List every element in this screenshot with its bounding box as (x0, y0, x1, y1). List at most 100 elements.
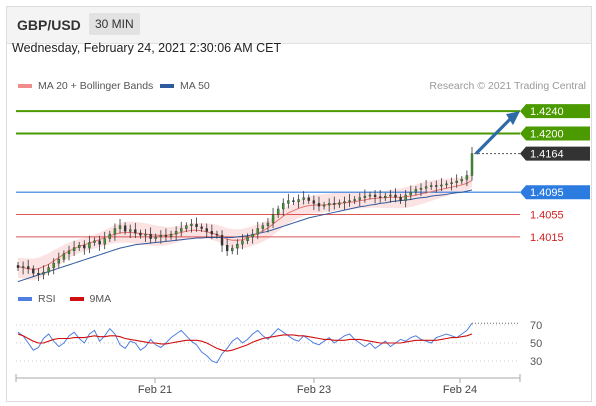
candle-body (455, 180, 458, 183)
candle-body (307, 197, 310, 201)
level-tag (520, 126, 590, 141)
candle-body (88, 242, 91, 249)
candle-body (225, 245, 229, 252)
candle-body (429, 185, 433, 187)
candle-body (327, 203, 331, 206)
candle-body (67, 250, 71, 254)
candle-body (333, 203, 336, 205)
candle-body (435, 185, 438, 187)
candle-body (353, 199, 356, 201)
candle-body (42, 271, 45, 275)
candle-body (83, 245, 86, 249)
candle-body (113, 228, 117, 235)
legend-bollinger: MA 20 + Bollinger Bands (18, 80, 153, 92)
candle-body (210, 231, 214, 235)
timestamp-label: Wednesday, February 24, 2021 2:30:06 AM … (12, 41, 282, 55)
candle-body (302, 197, 305, 200)
candle-body (78, 245, 81, 248)
candle-body (373, 194, 377, 197)
candle-body (414, 189, 418, 193)
rsi-ma-swatch-icon (69, 297, 84, 301)
x-tick-label: Feb 21 (138, 384, 172, 396)
candle-body (180, 228, 183, 232)
level-tag (520, 146, 590, 161)
timeframe-badge[interactable]: 30 MIN (89, 13, 140, 35)
candle-body (205, 228, 208, 232)
currency-pair-title: GBP/USD (17, 17, 81, 33)
candle-body (251, 233, 254, 238)
candle-body (419, 188, 423, 190)
legend-ma50-label: MA 50 (180, 80, 210, 92)
candle-body (424, 186, 428, 189)
candle-body (129, 229, 132, 232)
candle-body (363, 195, 367, 198)
candle-body (32, 268, 35, 274)
candle-body (57, 259, 61, 264)
candle-body (236, 243, 239, 249)
forecast-arrow (474, 116, 514, 155)
candle-body (312, 200, 316, 204)
candle-body (21, 266, 25, 268)
legend-bollinger-label: MA 20 + Bollinger Bands (38, 80, 154, 92)
level-label: 1.4164 (530, 149, 564, 161)
candle-body (103, 238, 106, 245)
candle-body (231, 247, 234, 252)
candle-body (292, 200, 295, 202)
candle-body (389, 194, 392, 197)
rsi-ma-line (17, 333, 473, 352)
candle-body (384, 195, 387, 198)
candle-body (271, 214, 275, 224)
candle-body (343, 201, 346, 204)
candle-body (108, 233, 112, 239)
candle-body (287, 200, 290, 204)
candle-body (440, 184, 443, 187)
candle-body (215, 233, 219, 236)
candle-body (409, 192, 412, 196)
candle-body (144, 233, 147, 236)
rsi-line (17, 322, 473, 364)
level-label: 1.4055 (530, 210, 564, 222)
x-tick-label: Feb 24 (443, 384, 477, 396)
research-credit: Research © 2021 Trading Central (429, 80, 586, 92)
candle-body (98, 240, 101, 245)
candle-body (470, 153, 474, 176)
candle-body (378, 196, 382, 198)
candle-body (159, 235, 163, 238)
candle-body (118, 225, 122, 229)
candle-body (241, 240, 244, 245)
candle-body (200, 226, 203, 229)
candle-body (134, 229, 137, 234)
candle-body (297, 199, 300, 202)
rsi-tick-label: 50 (530, 338, 542, 350)
candle-body (52, 262, 55, 268)
candle-body (164, 235, 168, 237)
candle-body (338, 202, 341, 205)
rsi-ma-legend-label: 9MA (89, 293, 112, 305)
candle-body (394, 194, 397, 198)
rsi-swatch-icon (18, 297, 32, 301)
candle-body (445, 183, 448, 186)
level-label: 1.4200 (530, 129, 564, 141)
candle-body (169, 233, 173, 237)
candle-body (246, 236, 249, 242)
candle-body (276, 208, 280, 215)
candle-body (404, 194, 407, 201)
level-label: 1.4095 (530, 187, 564, 199)
candle-body (358, 197, 361, 200)
level-tag (520, 104, 590, 119)
rsi-legend: RSI 9MA (18, 293, 111, 305)
candle-body (47, 267, 50, 273)
candle-body (460, 179, 463, 182)
x-tick-label: Feb 23 (297, 384, 331, 396)
candle-body (62, 253, 66, 260)
candle-body (27, 266, 30, 269)
candle-body (322, 204, 326, 207)
level-label: 1.4240 (530, 106, 564, 118)
candle-body (93, 240, 96, 243)
candle-body (450, 182, 453, 185)
legend-ma50: MA 50 (160, 80, 210, 92)
candle-body (149, 233, 152, 239)
candle-body (139, 232, 142, 236)
candle-body (399, 197, 402, 201)
